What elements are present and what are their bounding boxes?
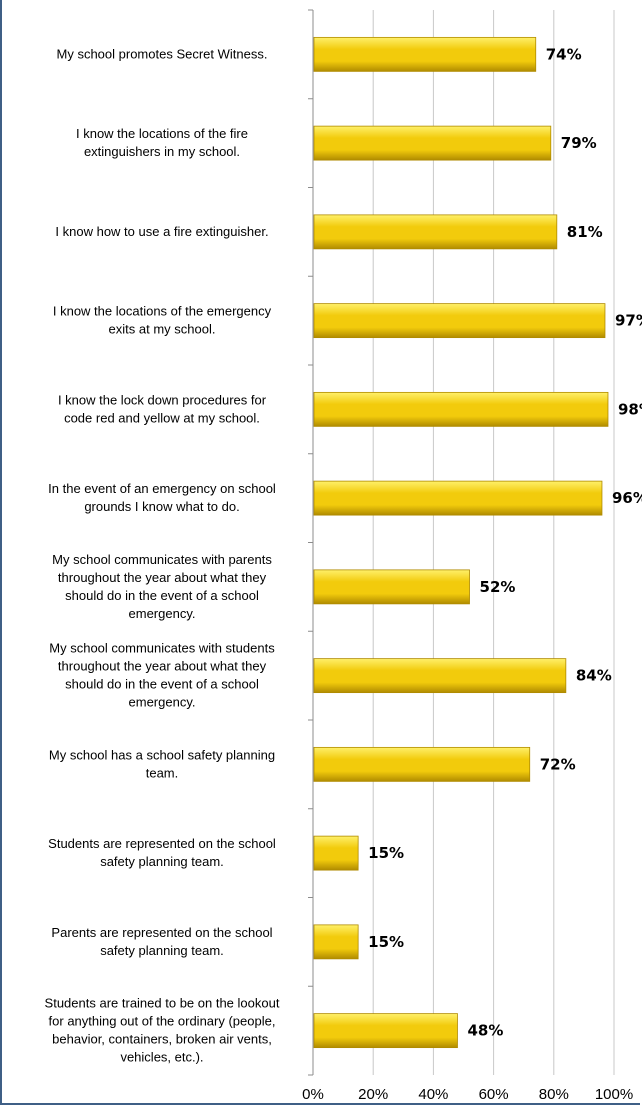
bar	[313, 924, 359, 960]
x-tick-label: 80%	[539, 1086, 569, 1103]
data-label: 72%	[540, 755, 576, 773]
category-label: Students are trained to be on the lookou…	[45, 996, 280, 1065]
x-tick-label: 60%	[479, 1086, 509, 1103]
bar	[313, 658, 567, 694]
data-label: 52%	[480, 578, 516, 596]
x-axis-ticks: 0% 20% 40% 60% 80% 100%	[302, 1086, 633, 1103]
category-label: Parents are represented on the school saf…	[51, 925, 272, 958]
category-label: I know the locations of the emergency exi…	[53, 304, 272, 337]
category-label: My school has a school safety planning te…	[49, 747, 275, 780]
category-label: I know how to use a fire extinguisher.	[55, 224, 268, 239]
data-label: 48%	[467, 1022, 503, 1040]
data-label: 97%	[615, 312, 642, 330]
y-axis	[308, 9, 314, 1076]
x-tick-label: 0%	[302, 1086, 324, 1103]
data-label: 15%	[368, 844, 404, 862]
category-label: I know the locations of the fire extingui…	[76, 126, 248, 159]
value-labels: 74% 79% 81% 97% 98% 96% 52% 84% 72% 15% 15% 48%	[368, 45, 642, 1039]
data-label: 98%	[618, 400, 642, 418]
bar	[313, 391, 609, 427]
category-label: Students are represented on the school sa…	[48, 836, 276, 869]
category-label: My school promotes Secret Witness.	[57, 46, 268, 61]
data-label: 84%	[576, 667, 612, 685]
category-label: My school communicates with parents throu…	[52, 552, 272, 621]
bar	[313, 125, 552, 161]
category-labels: My school promotes Secret Witness. I know…	[45, 46, 280, 1064]
data-label: 81%	[567, 223, 603, 241]
data-label: 79%	[561, 134, 597, 152]
category-label: I know the lock down procedures for code …	[58, 392, 267, 425]
bar	[313, 835, 359, 871]
gridlines	[372, 10, 615, 1075]
bar	[313, 569, 470, 605]
data-label: 15%	[368, 933, 404, 951]
bars	[313, 36, 609, 1049]
bar	[313, 36, 537, 72]
bar	[313, 480, 603, 516]
bar	[313, 303, 606, 339]
x-tick-label: 100%	[595, 1086, 633, 1103]
bar	[313, 746, 531, 782]
bar	[313, 214, 558, 250]
category-label: My school communicates with students thro…	[49, 641, 275, 710]
data-label: 74%	[546, 45, 582, 63]
category-label: In the event of an emergency on school gr…	[48, 481, 276, 514]
data-label: 96%	[612, 489, 642, 507]
x-tick-label: 20%	[358, 1086, 388, 1103]
x-tick-label: 40%	[418, 1086, 448, 1103]
bar	[313, 1013, 458, 1049]
